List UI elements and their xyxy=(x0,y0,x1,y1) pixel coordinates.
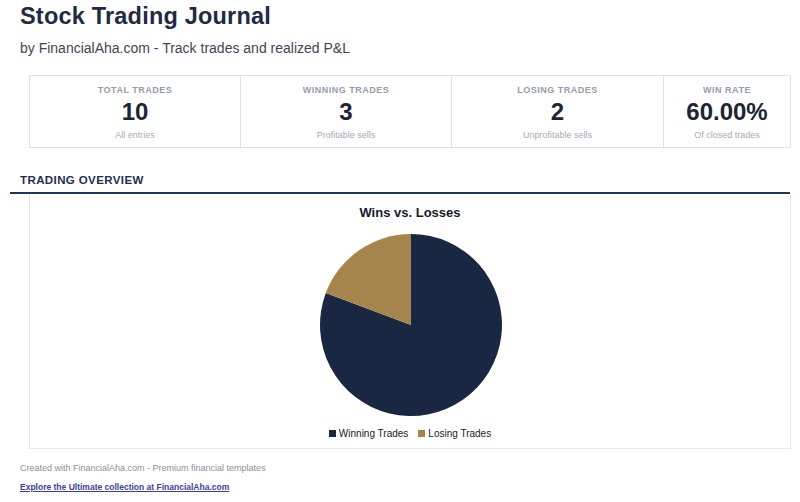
stat-label: LOSING TRADES xyxy=(517,85,598,95)
stat-sublabel: Profitable sells xyxy=(317,130,376,140)
page-title: Stock Trading Journal xyxy=(20,3,271,30)
footer-note: Created with FinancialAha.com - Premium … xyxy=(20,463,266,473)
stat-losing-trades: LOSING TRADES 2 Unprofitable sells xyxy=(452,76,664,147)
stat-label: WINNING TRADES xyxy=(303,85,390,95)
stats-summary-bar: TOTAL TRADES 10 All entries WINNING TRAD… xyxy=(29,75,791,148)
section-heading-trading-overview: TRADING OVERVIEW xyxy=(20,174,144,186)
legend-label: Winning Trades xyxy=(339,428,408,439)
chart-legend: Winning Trades Losing Trades xyxy=(30,428,790,439)
stat-sublabel: Of closed trades xyxy=(694,130,760,140)
stat-win-rate: WIN RATE 60.00% Of closed trades xyxy=(664,76,790,147)
pie-chart xyxy=(30,194,792,449)
footer-link[interactable]: Explore the Ultimate collection at Finan… xyxy=(20,482,229,492)
legend-label: Losing Trades xyxy=(428,428,491,439)
stat-label: WIN RATE xyxy=(703,85,751,95)
legend-swatch-winning xyxy=(329,430,336,437)
stat-label: TOTAL TRADES xyxy=(98,85,173,95)
stat-sublabel: All entries xyxy=(115,130,155,140)
legend-item-losing: Losing Trades xyxy=(418,428,491,439)
stat-winning-trades: WINNING TRADES 3 Profitable sells xyxy=(241,76,452,147)
page: Stock Trading Journal by FinancialAha.co… xyxy=(0,0,800,502)
stat-total-trades: TOTAL TRADES 10 All entries xyxy=(30,76,241,147)
stat-value: 3 xyxy=(339,98,352,126)
pie-chart-panel: Wins vs. Losses Winning Trades Losing Tr… xyxy=(29,194,791,449)
page-subtitle: by FinancialAha.com - Track trades and r… xyxy=(20,40,350,56)
stat-value: 60.00% xyxy=(686,98,767,126)
stat-sublabel: Unprofitable sells xyxy=(523,130,592,140)
stat-value: 10 xyxy=(122,98,149,126)
legend-swatch-losing xyxy=(418,430,425,437)
legend-item-winning: Winning Trades xyxy=(329,428,408,439)
stat-value: 2 xyxy=(551,98,564,126)
